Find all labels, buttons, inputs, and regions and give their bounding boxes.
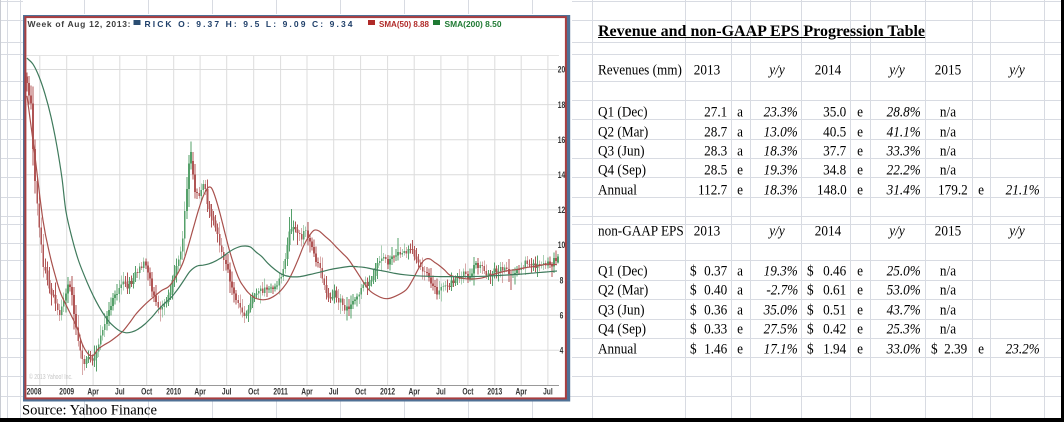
svg-text:Apr: Apr [301, 386, 313, 396]
svg-text:12: 12 [558, 205, 566, 215]
svg-text:20: 20 [558, 64, 566, 74]
svg-text:Jul: Jul [329, 386, 339, 396]
svg-text:2010: 2010 [166, 386, 181, 396]
svg-text:2013: 2013 [487, 386, 502, 396]
svg-text:Oct: Oct [248, 386, 259, 396]
svg-text:10: 10 [558, 240, 566, 250]
svg-text:2012: 2012 [380, 386, 395, 396]
svg-text:Apr: Apr [408, 386, 420, 396]
svg-text:Week of Aug 12, 2013:: Week of Aug 12, 2013: [28, 18, 131, 28]
svg-text:Apr: Apr [515, 386, 527, 396]
svg-text:Oct: Oct [141, 386, 152, 396]
svg-text:4: 4 [560, 345, 564, 355]
svg-text:Jul: Jul [222, 386, 232, 396]
svg-text:Apr: Apr [194, 386, 206, 396]
svg-text:Oct: Oct [355, 386, 366, 396]
svg-text:2008: 2008 [27, 386, 42, 396]
svg-text:8: 8 [560, 275, 564, 285]
svg-text:14: 14 [558, 169, 566, 179]
svg-text:SMA(50) 8.88: SMA(50) 8.88 [379, 18, 429, 28]
svg-text:16: 16 [558, 134, 566, 144]
svg-text:2011: 2011 [273, 386, 288, 396]
svg-text:6: 6 [560, 310, 564, 320]
svg-text:18: 18 [558, 99, 566, 109]
svg-text:SMA(200) 8.50: SMA(200) 8.50 [445, 18, 502, 28]
svg-text:Oct: Oct [462, 386, 473, 396]
svg-text:© 2013 Yahoo! Inc.: © 2013 Yahoo! Inc. [29, 373, 73, 381]
svg-text:Apr: Apr [87, 386, 99, 396]
svg-text:Jul: Jul [543, 386, 553, 396]
svg-text:Jul: Jul [436, 386, 446, 396]
svg-text:Jul: Jul [115, 386, 125, 396]
svg-text:2009: 2009 [59, 386, 74, 396]
